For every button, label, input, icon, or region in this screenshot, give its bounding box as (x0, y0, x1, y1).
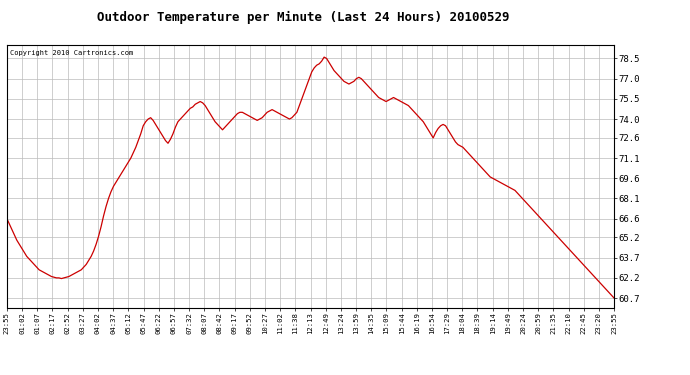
Text: Outdoor Temperature per Minute (Last 24 Hours) 20100529: Outdoor Temperature per Minute (Last 24 … (97, 11, 510, 24)
Text: Copyright 2010 Cartronics.com: Copyright 2010 Cartronics.com (10, 50, 133, 56)
